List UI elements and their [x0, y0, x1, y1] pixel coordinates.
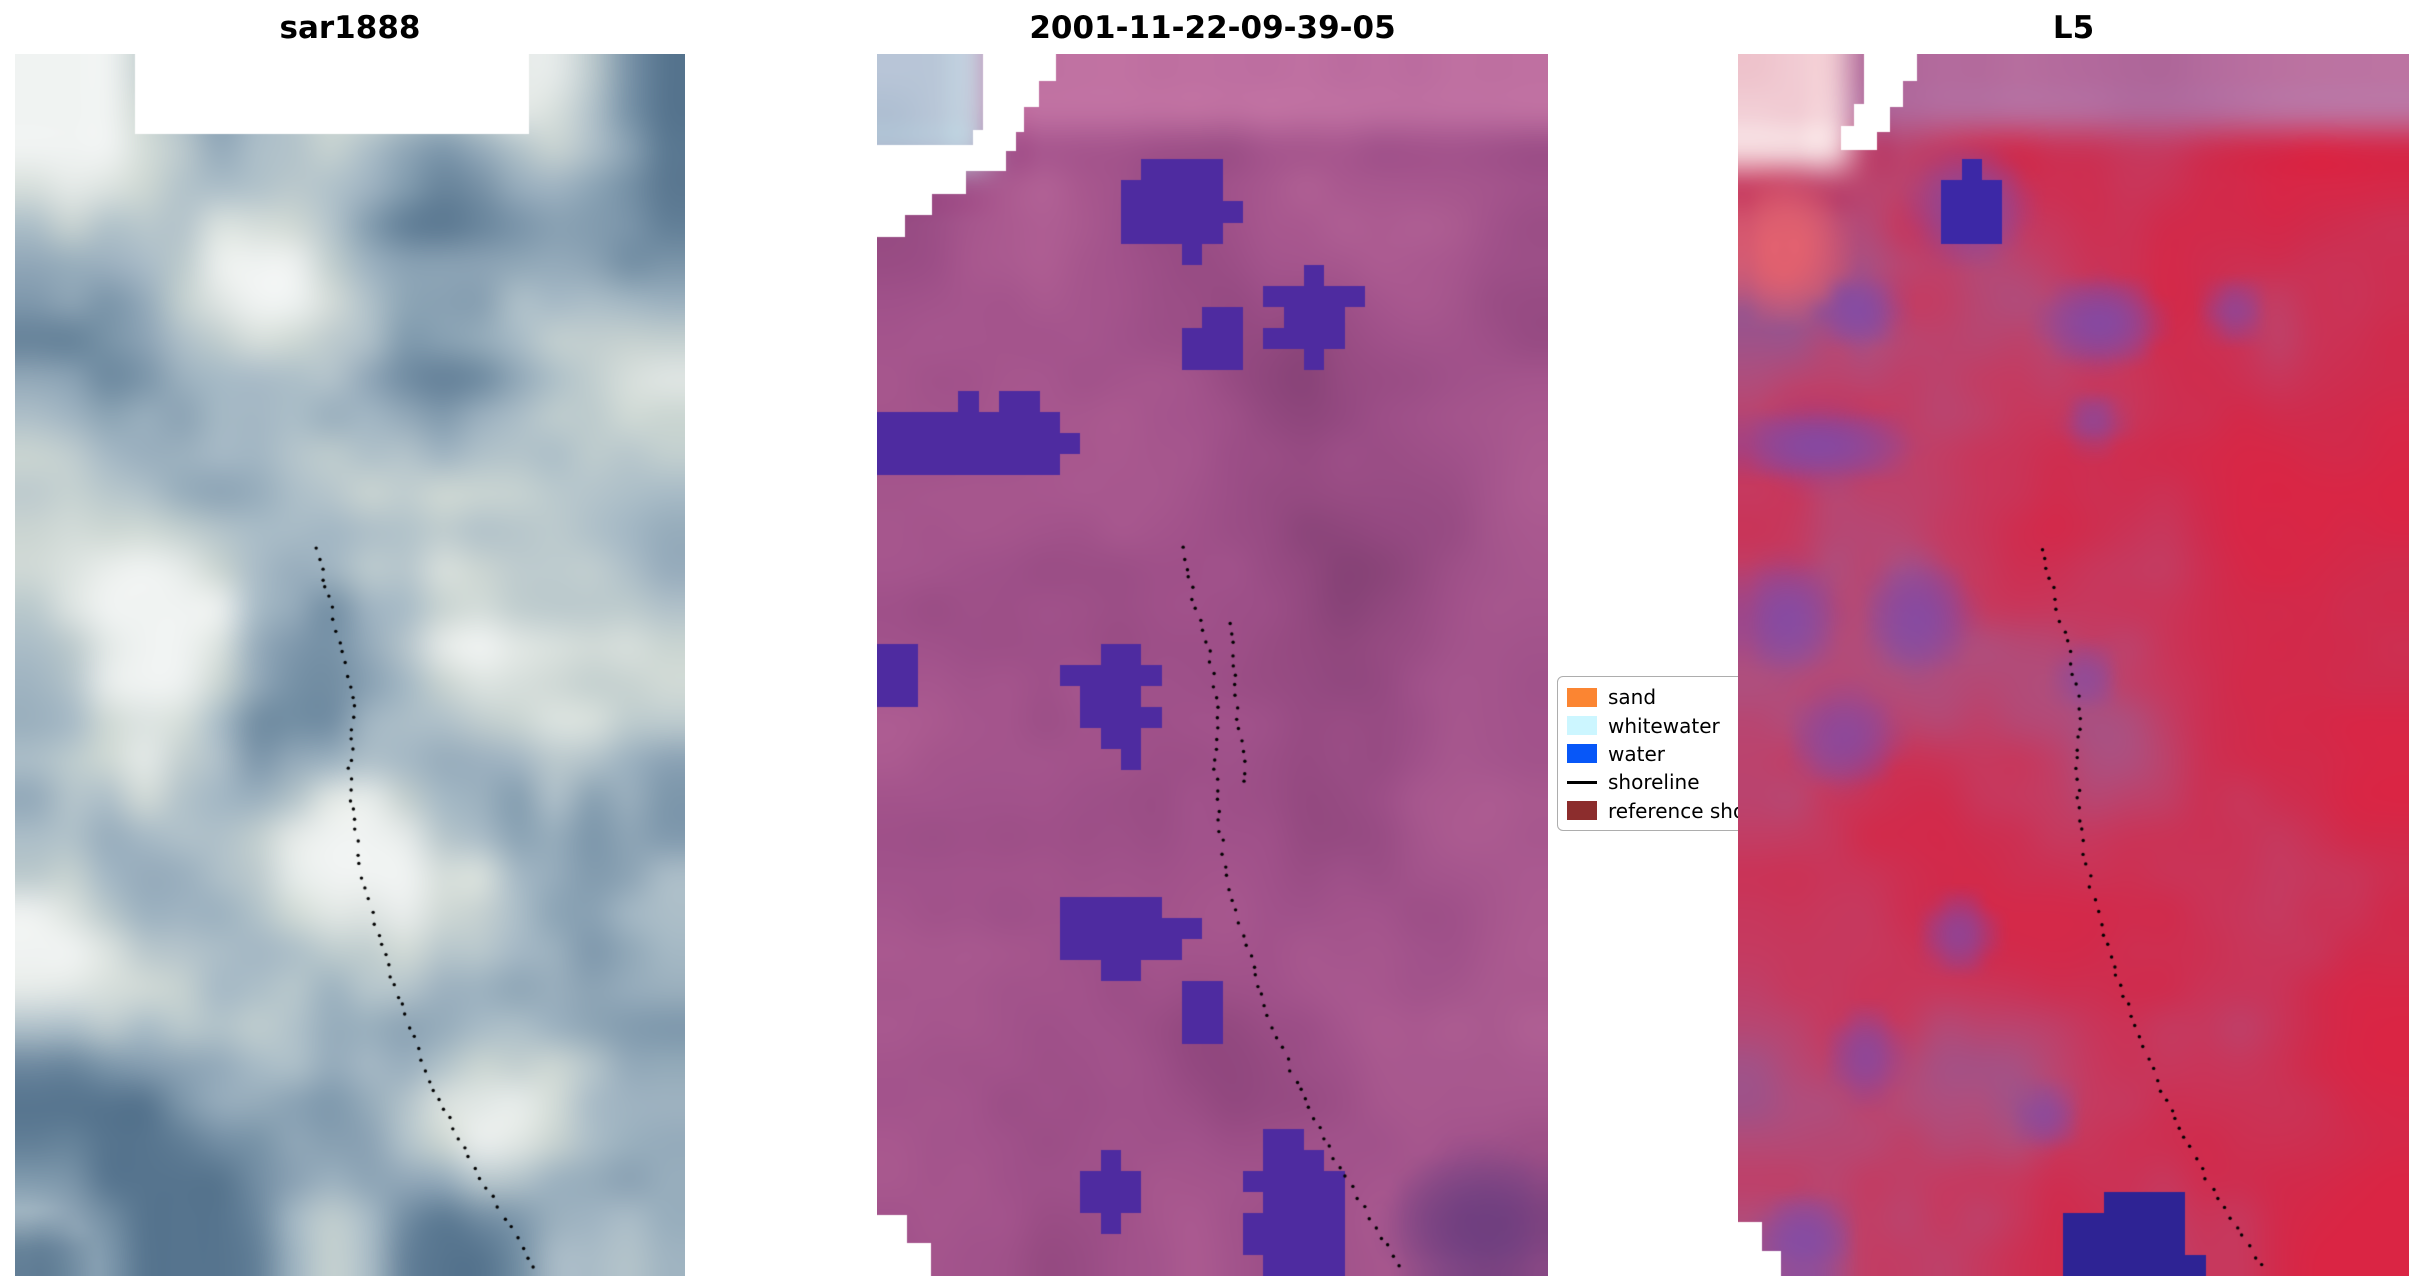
sand-swatch-icon [1567, 687, 1597, 707]
legend-item-reference-shoreline: reference shoreline [1567, 797, 1748, 825]
whitewater-swatch-icon [1567, 716, 1597, 736]
legend-item-shoreline: shoreline [1567, 768, 1748, 796]
legend: sand whitewater water shoreline referenc… [1557, 676, 1749, 831]
reference-shoreline-swatch-icon [1567, 801, 1597, 821]
optical-image [877, 54, 1548, 1276]
legend-label-reference-shoreline: reference shoreline [1608, 798, 1749, 823]
l5-image [1738, 54, 2409, 1276]
panel-l5: L5 [1738, 10, 2409, 1276]
panel-title-sar1888: sar1888 [279, 10, 421, 46]
water-swatch-icon [1567, 744, 1597, 764]
panel-sar1888: sar1888 [15, 10, 685, 1276]
panel-2001-11-22-09-39-05: 2001-11-22-09-39-05 [877, 10, 1548, 1276]
sar1888-image [15, 54, 685, 1276]
legend-item-whitewater: whitewater [1567, 711, 1748, 739]
panel-title-l5: L5 [2052, 10, 2095, 46]
legend-item-sand: sand [1567, 683, 1748, 711]
legend-label-whitewater: whitewater [1608, 713, 1720, 738]
panel-title-2001-11-22-09-39-05: 2001-11-22-09-39-05 [1029, 10, 1396, 46]
shoreline-line-icon [1567, 780, 1597, 784]
legend-item-water: water [1567, 740, 1748, 768]
legend-label-water: water [1608, 741, 1665, 766]
legend-label-shoreline: shoreline [1608, 770, 1700, 795]
legend-label-sand: sand [1608, 685, 1657, 710]
